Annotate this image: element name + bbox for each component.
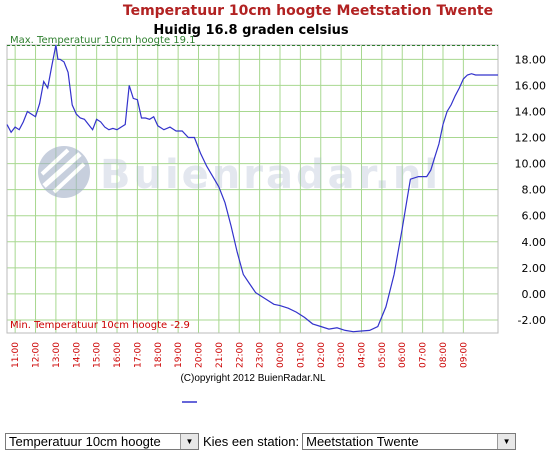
x-tick-label: 08:00 (439, 342, 449, 368)
station-label: Kies een station: (203, 434, 300, 449)
y-tick-label: 2.00 (522, 262, 547, 275)
measurement-type-select[interactable]: Temperatuur 10cm hoogte ▼ (5, 433, 199, 450)
x-tick-label: 04:00 (357, 342, 367, 368)
y-tick-label: 8.00 (522, 184, 547, 197)
y-tick-label: 18.00 (515, 53, 547, 66)
chevron-down-icon[interactable]: ▼ (497, 434, 516, 449)
y-tick-label: 6.00 (522, 210, 547, 223)
x-axis-ticks: 11:00 12:00 13:00 14:00 15:00 16:00 17:00 18:00… (11, 342, 469, 368)
x-tick-label: 11:00 (11, 342, 21, 368)
x-tick-label: 05:00 (378, 342, 388, 368)
station-select[interactable]: Meetstation Twente ▼ (302, 433, 517, 450)
x-tick-label: 12:00 (32, 342, 42, 368)
y-axis-ticks: -2.00 0.00 2.00 4.00 6.00 8.00 10.00 12.00 14.00… (515, 53, 547, 327)
x-tick-label: 02:00 (317, 342, 327, 368)
y-tick-label: 16.00 (515, 79, 547, 92)
y-tick-label: 0.00 (522, 288, 547, 301)
y-tick-label: 10.00 (515, 158, 547, 171)
x-tick-label: 00:00 (276, 342, 286, 368)
x-tick-label: 07:00 (419, 342, 429, 368)
x-tick-label: 15:00 (93, 342, 103, 368)
x-tick-label: 20:00 (195, 342, 205, 368)
x-tick-label: 19:00 (174, 342, 184, 368)
y-tick-label: 12.00 (515, 132, 547, 145)
chart-subtitle: Huidig 16.8 graden celsius (153, 23, 349, 38)
grid (7, 45, 498, 333)
watermark-logo-icon (38, 146, 90, 198)
x-tick-label: 22:00 (235, 342, 245, 368)
x-tick-label: 09:00 (459, 342, 469, 368)
temperature-chart: Temperatuur 10cm hoogte Meetstation Twen… (6, 3, 547, 403)
y-tick-label: 14.00 (515, 105, 547, 118)
max-temperature-note: Max. Temperatuur 10cm hoogte 19.1 (10, 35, 196, 46)
chart-title: Temperatuur 10cm hoogte Meetstation Twen… (123, 3, 493, 19)
x-tick-label: 13:00 (52, 342, 62, 368)
x-tick-label: 17:00 (133, 342, 143, 368)
watermark-text: Buienradar.nl (100, 152, 441, 198)
x-tick-label: 23:00 (256, 342, 266, 368)
x-tick-label: 21:00 (215, 342, 225, 368)
x-tick-label: 18:00 (154, 342, 164, 368)
chart-controls: Temperatuur 10cm hoogte ▼ Kies een stati… (5, 432, 517, 451)
x-tick-label: 01:00 (296, 342, 306, 368)
measurement-type-value: Temperatuur 10cm hoogte (9, 434, 161, 449)
x-tick-label: 16:00 (113, 342, 123, 368)
buienradar-watermark: Buienradar.nl (38, 146, 441, 198)
x-tick-label: 06:00 (398, 342, 408, 368)
copyright-text: (C)opyright 2012 BuienRadar.NL (180, 373, 326, 384)
x-tick-label: 14:00 (72, 342, 82, 368)
y-tick-label: 4.00 (522, 236, 547, 249)
y-tick-label: -2.00 (518, 314, 546, 327)
temperature-series-line (6, 44, 498, 333)
station-select-value: Meetstation Twente (306, 434, 419, 449)
chevron-down-icon[interactable]: ▼ (180, 434, 198, 449)
min-temperature-note: Min. Temperatuur 10cm hoogte -2.9 (10, 320, 190, 331)
x-tick-label: 03:00 (337, 342, 347, 368)
